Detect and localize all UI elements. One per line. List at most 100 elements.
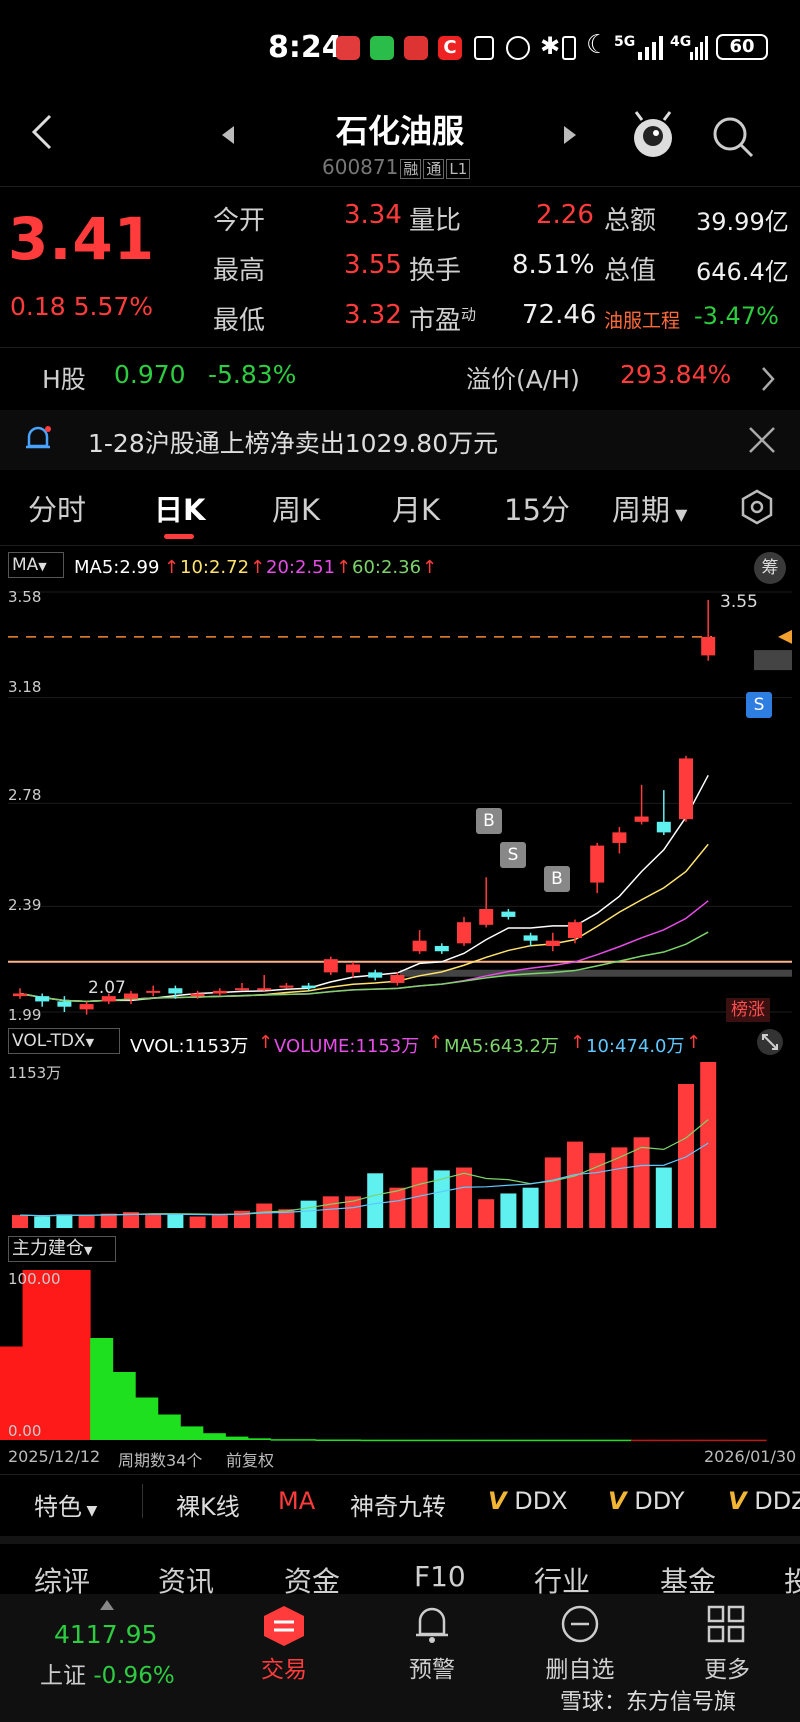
trade-mark-buy-1[interactable]: B [476,808,502,834]
index-info[interactable]: 上证 -0.96% [40,1656,175,1690]
sector-change: -3.47% [694,302,779,330]
change-amount: 0.18 [10,292,66,321]
trade-mark-sell-2[interactable]: S [746,692,772,718]
indicator-bar-20 [450,1439,474,1442]
settings-hexagon-icon[interactable] [738,488,776,526]
volume-chart[interactable] [0,1058,800,1230]
nav-remove-watch-label[interactable]: 删自选 [545,1657,615,1683]
indicator-bar-6 [135,1397,159,1440]
candle-body-21 [479,908,494,925]
indicator-bar-18 [405,1439,429,1442]
watermark: 雪球：东方信号旗 [560,1690,737,1715]
back-button[interactable] [26,112,60,152]
volume-bar-23 [522,1187,539,1228]
indicator-bar-3 [67,1270,91,1440]
next-stock-button[interactable] [562,126,576,148]
feature-ddy[interactable]: V DDY [608,1487,685,1515]
tab-15min[interactable]: 15分 [504,493,570,527]
change-percent: 5.57% [73,292,154,321]
section-tab-news[interactable]: 资讯 [158,1565,215,1598]
volume-bar-30 [678,1084,694,1228]
section-tab-overview[interactable]: 综评 [34,1565,91,1598]
battery-level: 60 [729,36,755,57]
candlestick-chart[interactable] [0,586,800,1026]
candle-body-14 [323,959,338,973]
nav-alert-label[interactable]: 预警 [409,1657,455,1683]
section-tab-f10[interactable]: F10 [414,1560,466,1593]
ma-selector[interactable]: MA▼ [8,552,64,578]
section-tab-more[interactable]: 投 [784,1565,800,1598]
tab-weekly-k[interactable]: 周K [272,493,321,527]
vol-ma10-legend: 10:474.0万 [586,1036,685,1057]
candle-body-9 [212,990,227,994]
sector-label[interactable]: 油服工程 [604,310,681,332]
section-tab-capital[interactable]: 资金 [284,1565,341,1598]
volume-bar-31 [700,1062,717,1228]
mascot-button[interactable] [630,110,676,162]
feature-ddz[interactable]: V DDZ [728,1487,800,1515]
main-force-chart[interactable] [0,1264,800,1442]
indicator-bar-17 [383,1439,407,1442]
moon-icon: ☾ [586,30,610,60]
feature-ddx[interactable]: V DDX [488,1487,568,1515]
chevron-left-icon [31,114,52,150]
close-icon[interactable] [748,426,776,454]
h-share-row[interactable]: H股 0.970 -5.83% 溢价(A/H) 293.84% [0,358,800,398]
chip-distribution-button[interactable]: 筹 [754,552,786,584]
tab-period[interactable]: 周期 ▼ [612,487,687,529]
feature-ma[interactable]: MA [278,1487,316,1515]
indicator-bar-0 [0,1346,24,1440]
caret-right-icon [564,126,576,144]
section-tab-industry[interactable]: 行业 [534,1565,591,1598]
vol-ma5-legend: MA5:643.2万 [444,1036,559,1057]
ma60-arrow: ↑ [422,557,438,578]
status-bar: 8:24 C ✱ ☾ 5G 4G 60 [0,0,800,100]
nav-more[interactable] [706,1604,746,1648]
section-tab-fund[interactable]: 基金 [660,1565,717,1598]
caret-down-icon: ▼ [84,1244,93,1257]
feature-menu[interactable]: 特色 ▼ [34,1487,97,1522]
feature-ddz-label: DDZ [754,1487,800,1515]
caret-up-icon [100,1600,114,1610]
candle-body-0 [13,993,27,997]
chart-end-date: 2026/01/30 [704,1447,797,1466]
nav-more-label[interactable]: 更多 [704,1657,750,1683]
trade-mark-buy-2[interactable]: B [544,866,570,892]
feature-td9[interactable]: 神奇九转 [350,1493,446,1521]
candle-body-12 [279,985,294,988]
index-value-text: 4117.95 [54,1620,158,1649]
prev-stock-button[interactable] [222,126,236,148]
vol-ma10-arrow: ↑ [686,1032,702,1053]
tab-intraday[interactable]: 分时 [28,493,87,527]
price-pointer-icon [778,629,792,644]
feature-bare-k[interactable]: 裸K线 [176,1493,240,1521]
battery-icon: 60 [716,34,768,60]
chart-start-date: 2025/12/12 [8,1447,101,1466]
notice-bar[interactable]: 1-28沪股通上榜净卖出1029.80万元 [0,410,800,470]
candle-body-20 [457,922,471,944]
index-value[interactable]: 4117.95 [54,1620,157,1649]
trade-mark-sell-1[interactable]: S [500,842,526,868]
nav-trade[interactable] [258,1606,310,1658]
search-button[interactable] [710,114,756,160]
indicator-bar-22 [495,1439,519,1442]
nav-trade-label[interactable]: 交易 [261,1657,307,1683]
candle-body-18 [412,940,427,952]
ma-selector-label: MA [12,555,39,575]
candle-body-27 [612,832,627,843]
ranking-badge[interactable]: 榜涨 [726,998,770,1022]
indicator-selector[interactable]: 主力建仓▼ [8,1236,116,1262]
volume-bar-24 [544,1157,561,1228]
chart-adjust-mode[interactable]: 前复权 [226,1451,275,1470]
caret-left-icon [222,126,234,144]
volume-indicator-selector[interactable]: VOL-TDX▼ [8,1028,120,1054]
nav-remove-watch[interactable] [560,1604,600,1648]
expand-icon[interactable] [756,1028,784,1056]
signal-bars-icon [638,36,663,60]
ma20-legend: 20:2.51 [266,557,336,578]
amount-label: 总额 [604,206,657,236]
indicator-bar-7 [157,1414,181,1440]
tab-monthly-k[interactable]: 月K [392,493,441,527]
tab-daily-k[interactable]: 日K [154,493,206,527]
nav-alert[interactable] [412,1604,452,1648]
